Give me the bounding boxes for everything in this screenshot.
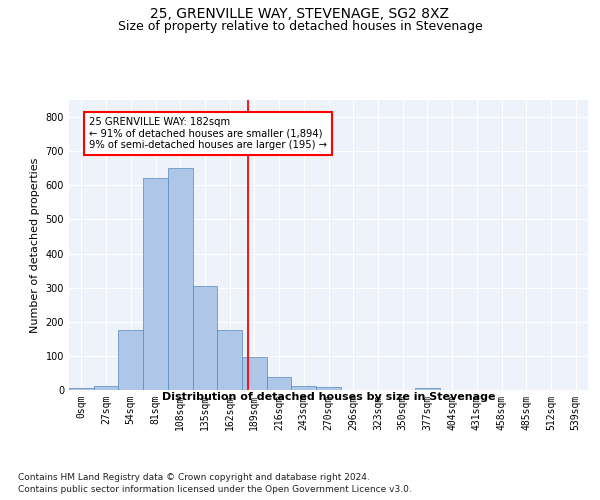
Bar bbox=[94, 386, 118, 390]
Bar bbox=[267, 377, 292, 390]
Text: Distribution of detached houses by size in Stevenage: Distribution of detached houses by size … bbox=[162, 392, 496, 402]
Bar bbox=[143, 178, 168, 390]
Bar bbox=[242, 356, 267, 390]
Bar bbox=[69, 388, 94, 390]
Bar bbox=[193, 286, 217, 390]
Bar bbox=[316, 386, 341, 390]
Bar bbox=[118, 330, 143, 390]
Bar bbox=[292, 386, 316, 390]
Y-axis label: Number of detached properties: Number of detached properties bbox=[30, 158, 40, 332]
Bar bbox=[168, 168, 193, 390]
Text: Size of property relative to detached houses in Stevenage: Size of property relative to detached ho… bbox=[118, 20, 482, 33]
Bar bbox=[217, 330, 242, 390]
Text: Contains public sector information licensed under the Open Government Licence v3: Contains public sector information licen… bbox=[18, 485, 412, 494]
Bar bbox=[415, 388, 440, 390]
Text: 25 GRENVILLE WAY: 182sqm
← 91% of detached houses are smaller (1,894)
9% of semi: 25 GRENVILLE WAY: 182sqm ← 91% of detach… bbox=[89, 117, 327, 150]
Text: 25, GRENVILLE WAY, STEVENAGE, SG2 8XZ: 25, GRENVILLE WAY, STEVENAGE, SG2 8XZ bbox=[151, 8, 449, 22]
Text: Contains HM Land Registry data © Crown copyright and database right 2024.: Contains HM Land Registry data © Crown c… bbox=[18, 472, 370, 482]
